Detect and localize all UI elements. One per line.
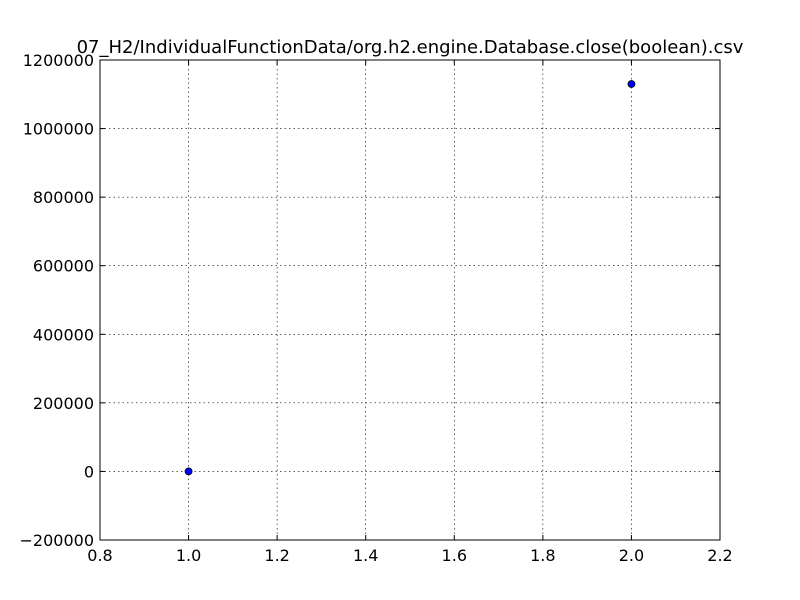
x-tick-label: 2.0 <box>619 546 644 565</box>
y-tick-label: 1000000 <box>23 120 94 139</box>
x-tick-label: 0.8 <box>87 546 112 565</box>
x-tick-label: 1.6 <box>442 546 467 565</box>
y-tick-label: 200000 <box>33 394 94 413</box>
x-tick-label: 1.2 <box>264 546 289 565</box>
y-tick-label: 800000 <box>33 188 94 207</box>
data-points <box>184 80 636 476</box>
plot-area-frame <box>99 59 721 541</box>
x-tick-label: 1.0 <box>176 546 201 565</box>
y-tick-label: 0 <box>84 462 94 481</box>
y-tick-label: −200000 <box>20 531 94 550</box>
tick-labels: 0.8 1.0 1.2 1.4 1.6 1.8 2.0 2.2 −200000 0 200000 40… <box>20 51 733 565</box>
chart-title: 07_H2/IndividualFunctionData/org.h2.engi… <box>77 37 744 58</box>
y-tick-label: 1200000 <box>23 51 94 70</box>
x-tick-label: 1.8 <box>530 546 555 565</box>
grid-lines <box>99 59 721 541</box>
axis-ticks <box>99 59 721 541</box>
y-tick-label: 400000 <box>33 325 94 344</box>
x-tick-label: 1.4 <box>353 546 378 565</box>
data-point <box>184 467 193 476</box>
data-point <box>627 80 636 88</box>
x-tick-label: 2.2 <box>707 546 732 565</box>
y-tick-label: 600000 <box>33 257 94 276</box>
